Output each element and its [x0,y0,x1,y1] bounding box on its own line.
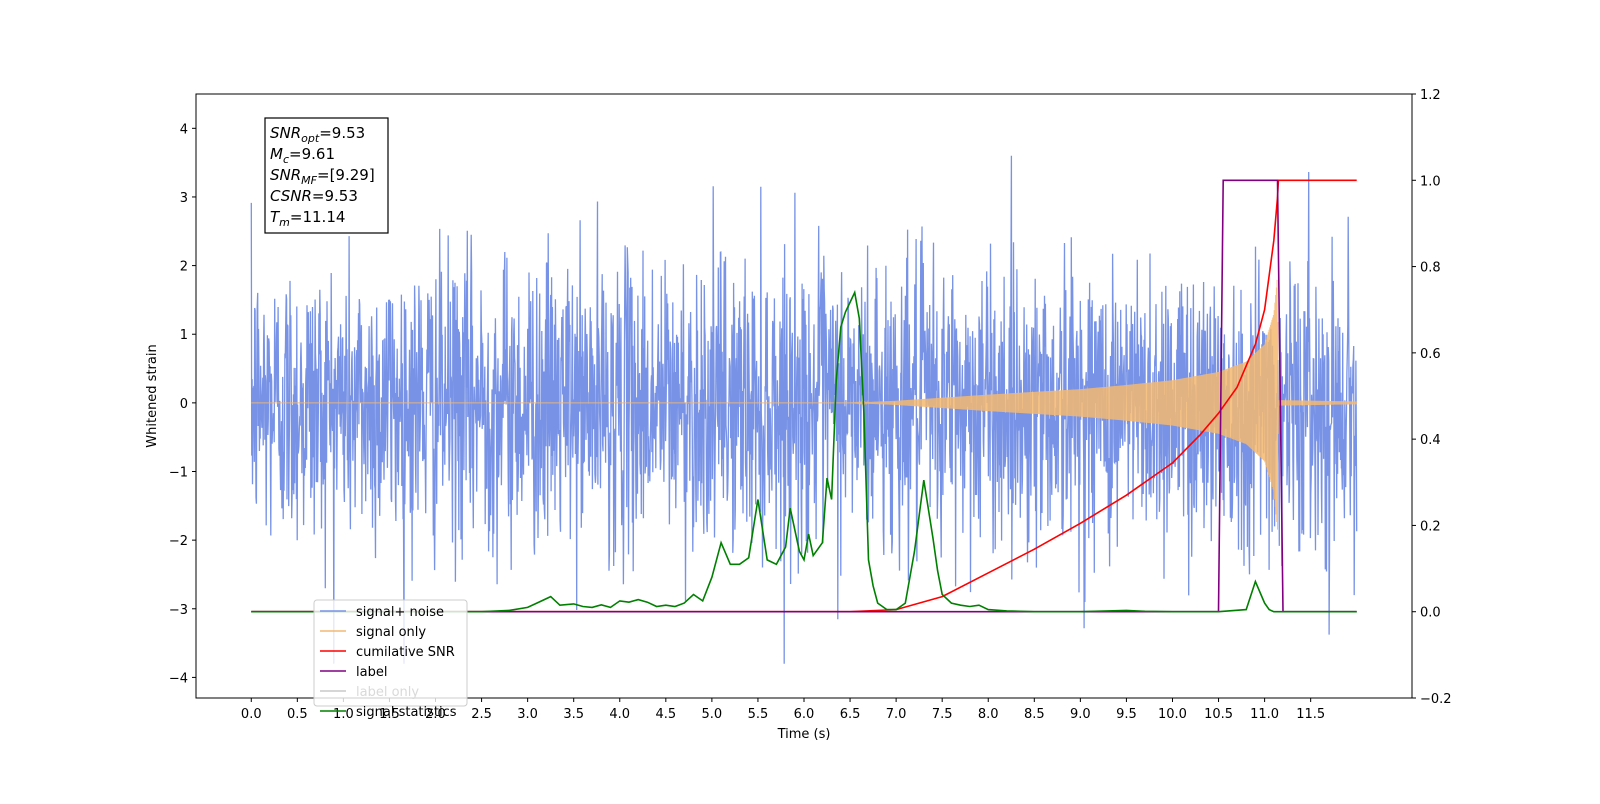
legend-label: signal only [356,625,426,640]
x-tick-label: 8.5 [1024,707,1045,722]
x-tick-label: 11.0 [1250,707,1279,722]
legend-entry: label [320,665,387,680]
y2-tick-label: 0.6 [1420,347,1441,362]
annotation-line: SNRopt=9.53 [270,124,365,145]
x-tick-label: 5.5 [748,707,769,722]
y2-tick-label: 1.0 [1420,174,1441,189]
legend-label: signal statistics [356,705,457,720]
y2-tick-label: 1.2 [1420,88,1441,103]
x-tick-label: 4.5 [655,707,676,722]
y-tick-label: 4 [180,122,188,137]
y-tick-label: −1 [169,466,188,481]
x-tick-label: 9.5 [1116,707,1137,722]
y-tick-label: 2 [180,260,188,275]
x-axis: 0.0 0.5 1.0 1.5 2.0 2.5 3.0 3.5 4.0 4.5 5.0 5.5 6.0 6… [241,698,1325,722]
annotation-frame [264,117,389,234]
x-tick-label: 2.5 [471,707,492,722]
legend-label: signal+ noise [356,605,444,620]
legend: signal+ noise signal only cumilative SNR la… [313,599,468,720]
x-tick-label: 10.5 [1204,707,1233,722]
x-tick-label: 7.0 [886,707,907,722]
annotation-line: Tm=11.14 [270,208,345,229]
legend-label: label [356,665,387,680]
annotation-line: SNRMF=[9.29] [270,166,375,187]
annotation-line: Mc=9.61 [270,145,335,166]
y-tick-label: −4 [169,671,188,686]
x-tick-label: 3.0 [517,707,538,722]
x-tick-label: 8.0 [978,707,999,722]
legend-label: cumilative SNR [356,645,455,660]
legend-entry: cumilative SNR [320,645,455,660]
legend-entry: signal+ noise [320,605,444,620]
x-tick-label: 7.5 [932,707,953,722]
x-tick-label: 0.5 [287,707,308,722]
y-axis-left: −4 −3 −2 −1 0 1 2 3 4 [169,122,196,686]
y-axis-title: Whitened strain [145,344,160,447]
series-signal-statistics [251,289,1357,613]
annotation-line: CSNR=9.53 [270,187,358,205]
x-tick-label: 1.0 [333,707,354,722]
y-axis-right: −0.2 0.0 0.2 0.4 0.6 0.8 1.0 1.2 [1412,88,1452,707]
series-layer [250,155,1358,664]
y2-tick-label: 0.0 [1420,606,1441,621]
legend-entry: signal only [320,625,426,640]
x-tick-label: 2.0 [425,707,446,722]
y2-tick-label: 0.4 [1420,433,1441,448]
x-tick-label: 9.0 [1070,707,1091,722]
series-cumilative-snr [251,179,1357,613]
legend-label: label only [356,685,419,700]
x-tick-label: 5.0 [702,707,723,722]
x-axis-title: Time (s) [777,727,831,742]
x-tick-label: 3.5 [563,707,584,722]
x-tick-label: 1.5 [379,707,400,722]
x-tick-label: 6.0 [794,707,815,722]
y2-tick-label: 0.8 [1420,261,1441,276]
y2-tick-label: −0.2 [1420,692,1452,707]
legend-entry: label only [320,685,419,700]
series-signal-only [251,279,1358,530]
legend-frame [313,599,468,707]
y-tick-label: 1 [180,328,188,343]
x-tick-label: 0.0 [241,707,262,722]
y-tick-label: −2 [169,534,188,549]
x-tick-label: 11.5 [1296,707,1325,722]
legend-entry: signal statistics [320,705,457,720]
y-tick-label: 3 [180,191,188,206]
x-tick-label: 4.0 [609,707,630,722]
y-tick-label: 0 [180,397,188,412]
x-tick-label: 10.0 [1158,707,1187,722]
y2-tick-label: 0.2 [1420,519,1441,534]
y-tick-label: −3 [169,603,188,618]
x-tick-label: 6.5 [840,707,861,722]
